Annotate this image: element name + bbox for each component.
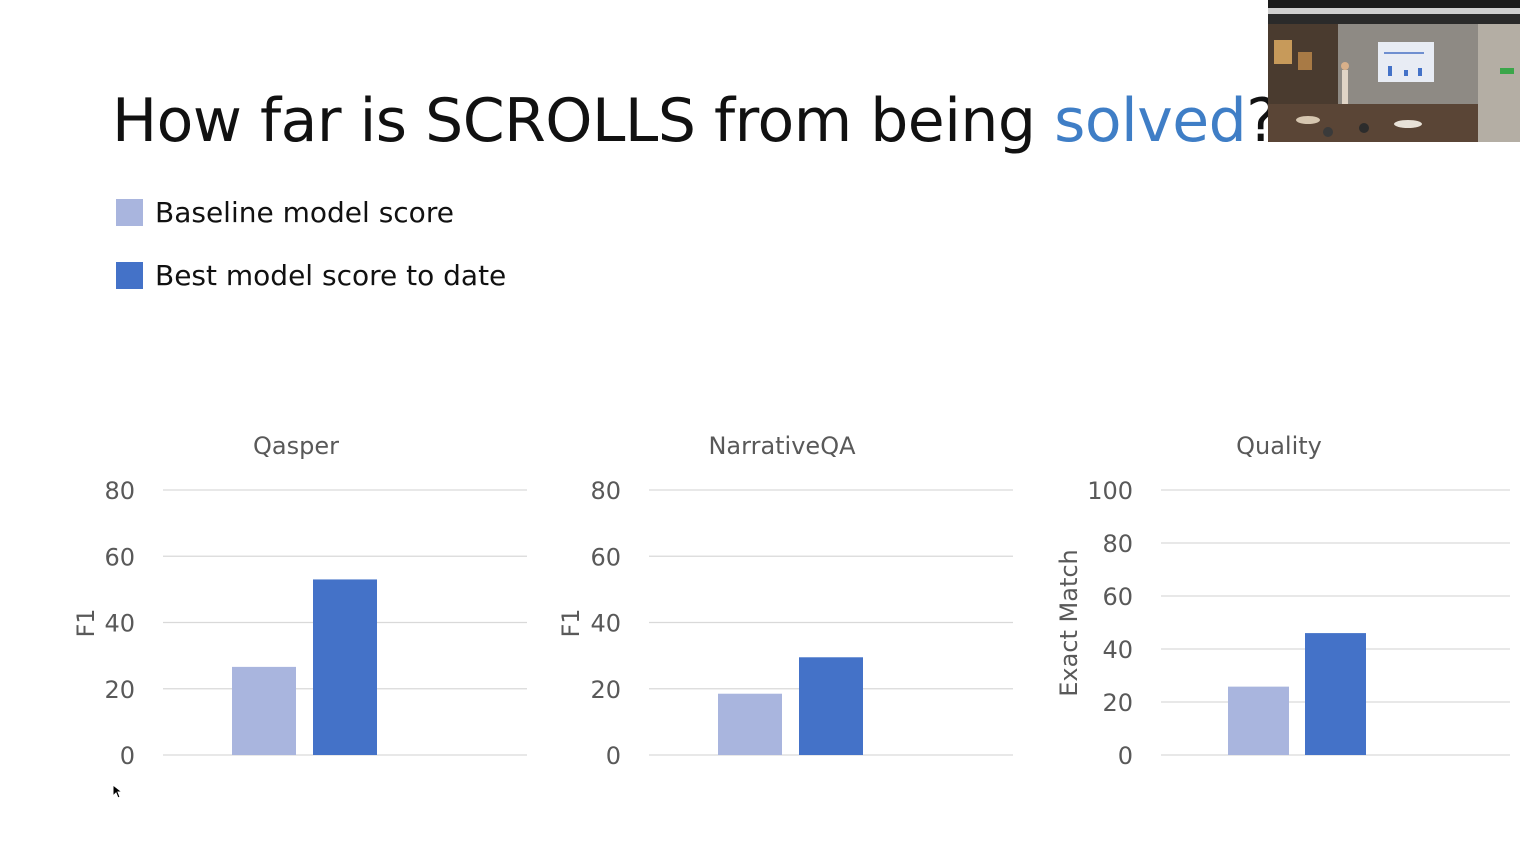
y-tick-label-quality-40: 40 bbox=[1102, 636, 1133, 664]
chart-title-narrativeqa: NarrativeQA bbox=[708, 432, 856, 460]
y-tick-label-qasper-40: 40 bbox=[104, 610, 135, 638]
legend-swatch-baseline bbox=[116, 198, 143, 226]
y-tick-label-quality-0: 0 bbox=[1118, 742, 1133, 770]
legend-swatch-best bbox=[116, 261, 143, 289]
bar-narrativeqa-baseline bbox=[718, 693, 782, 755]
y-tick-label-narrativeqa-60: 60 bbox=[590, 543, 621, 571]
y-tick-label-quality-20: 20 bbox=[1102, 689, 1133, 717]
y-tick-label-qasper-20: 20 bbox=[104, 676, 135, 704]
y-tick-label-narrativeqa-80: 80 bbox=[590, 477, 621, 505]
y-tick-label-narrativeqa-0: 0 bbox=[606, 742, 621, 770]
y-tick-label-quality-60: 60 bbox=[1102, 583, 1133, 611]
y-tick-label-narrativeqa-40: 40 bbox=[590, 610, 621, 638]
bar-qasper-best bbox=[313, 579, 377, 755]
bar-qasper-baseline bbox=[232, 666, 296, 755]
slide-title: How far is SCROLLS from being solved? bbox=[112, 86, 1278, 156]
legend-item-best: Best model score to date bbox=[116, 258, 507, 292]
bar-quality-baseline bbox=[1228, 686, 1289, 755]
y-axis-label-narrativeqa: F1 bbox=[557, 608, 585, 637]
title-accent: solved bbox=[1054, 86, 1247, 156]
title-main: How far is SCROLLS from being bbox=[112, 86, 1055, 156]
legend-label-baseline: Baseline model score bbox=[155, 195, 454, 229]
mouse-cursor-icon bbox=[112, 784, 124, 799]
presenter-video-image bbox=[1268, 0, 1520, 142]
y-tick-label-quality-80: 80 bbox=[1102, 530, 1133, 558]
chart-title-quality: Quality bbox=[1236, 432, 1322, 460]
y-tick-label-qasper-80: 80 bbox=[104, 477, 135, 505]
y-tick-label-quality-100: 100 bbox=[1087, 477, 1133, 505]
bar-quality-best bbox=[1305, 633, 1366, 755]
y-tick-label-qasper-0: 0 bbox=[120, 742, 135, 770]
legend-item-baseline: Baseline model score bbox=[116, 195, 454, 229]
legend-label-best: Best model score to date bbox=[155, 258, 507, 292]
y-tick-label-narrativeqa-20: 20 bbox=[590, 676, 621, 704]
chart-title-qasper: Qasper bbox=[253, 432, 339, 460]
y-tick-label-qasper-60: 60 bbox=[104, 543, 135, 571]
bar-narrativeqa-best bbox=[799, 657, 863, 755]
y-axis-label-qasper: F1 bbox=[72, 608, 100, 637]
y-axis-label-quality: Exact Match bbox=[1055, 549, 1083, 697]
video-thumbnail bbox=[1268, 0, 1520, 142]
